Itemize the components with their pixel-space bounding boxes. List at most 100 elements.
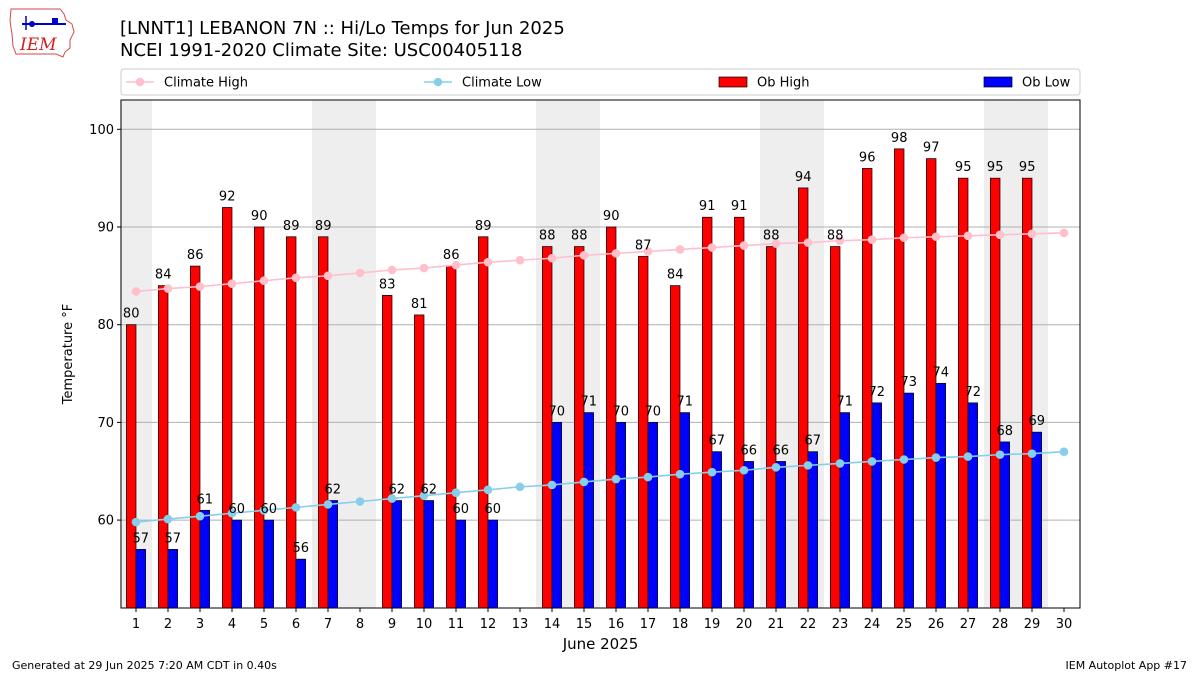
climate-low-point xyxy=(419,491,429,500)
ob-low-bar xyxy=(199,509,210,609)
climate-low-point xyxy=(611,474,621,484)
x-tick-label: 1 xyxy=(132,617,140,632)
x-tick-label: 6 xyxy=(292,617,300,632)
ob-low-label: 62 xyxy=(325,483,342,498)
ob-low-label: 61 xyxy=(197,492,214,507)
climate-high-point xyxy=(675,245,685,254)
legend-climate-low-marker xyxy=(433,77,443,87)
ob-high-bar xyxy=(446,265,457,609)
ob-high-label: 92 xyxy=(219,189,236,204)
ob-low-bar xyxy=(1031,431,1042,609)
ob-low-label: 74 xyxy=(933,365,950,380)
ob-high-bar xyxy=(190,265,201,609)
x-tick-label: 20 xyxy=(736,617,753,632)
ob-low-bar xyxy=(327,500,338,609)
x-tick-label: 17 xyxy=(640,617,657,632)
ob-low-label: 72 xyxy=(869,385,886,400)
x-tick-label: 14 xyxy=(544,617,561,632)
ob-high-bar xyxy=(830,246,841,609)
x-tick-label: 2 xyxy=(164,617,172,632)
ob-low-bar xyxy=(231,519,242,609)
ob-low-label: 69 xyxy=(1029,414,1046,429)
x-tick-label: 9 xyxy=(388,617,396,632)
climate-high-point xyxy=(995,230,1005,240)
x-tick-label: 28 xyxy=(992,617,1009,632)
ob-high-label: 88 xyxy=(571,229,588,244)
climate-low-point xyxy=(579,477,589,487)
ob-high-label: 88 xyxy=(763,229,780,244)
ob-high-bar xyxy=(382,295,393,609)
climate-high-point xyxy=(259,276,269,286)
climate-low-point xyxy=(195,511,205,521)
legend-ob-high-label: Ob High xyxy=(757,76,810,91)
x-tick-label: 29 xyxy=(1024,617,1041,632)
climate-high-point xyxy=(195,282,205,291)
ob-high-bar xyxy=(766,246,777,609)
climate-high-point xyxy=(899,233,909,243)
ob-high-bar xyxy=(670,285,681,609)
x-tick-label: 18 xyxy=(672,617,689,632)
ob-low-label: 67 xyxy=(805,434,822,449)
x-tick-label: 26 xyxy=(928,617,945,632)
x-tick-label: 19 xyxy=(704,617,721,632)
climate-high-point xyxy=(611,249,621,258)
climate-low-point xyxy=(803,461,813,470)
y-tick-label: 90 xyxy=(97,221,114,236)
ob-low-bar xyxy=(263,519,274,609)
ob-low-label: 71 xyxy=(581,395,598,410)
climate-low-point xyxy=(995,450,1005,459)
ob-low-bar xyxy=(935,382,946,609)
ob-low-label: 66 xyxy=(773,443,790,458)
ob-low-bar xyxy=(551,422,562,609)
climate-high-point xyxy=(451,260,461,270)
climate-high-point xyxy=(643,247,653,256)
ob-high-label: 91 xyxy=(731,199,748,214)
x-tick-label: 8 xyxy=(356,617,364,632)
ob-low-bar xyxy=(391,500,402,609)
ob-high-bar xyxy=(158,285,169,609)
ob-low-bar xyxy=(455,519,466,609)
iem-logo: IEM xyxy=(8,6,80,58)
climate-high-line xyxy=(135,232,1065,293)
ob-high-bar xyxy=(1022,177,1033,609)
ob-low-bar xyxy=(743,461,754,609)
ob-low-bar xyxy=(647,422,658,609)
ob-low-label: 60 xyxy=(229,502,246,517)
climate-low-point xyxy=(259,506,269,515)
climate-low-point xyxy=(291,503,301,512)
ob-high-label: 87 xyxy=(635,238,652,253)
ob-high-label: 95 xyxy=(955,160,972,175)
climate-high-point xyxy=(771,239,781,248)
ob-low-bar xyxy=(423,500,434,609)
ob-low-label: 70 xyxy=(645,404,662,419)
climate-low-point xyxy=(867,457,877,466)
ob-low-label: 73 xyxy=(901,375,918,390)
climate-high-point xyxy=(323,271,333,281)
climate-high-point xyxy=(419,263,429,273)
ob-low-bar xyxy=(967,402,978,609)
ob-low-bar xyxy=(295,558,306,609)
x-tick-label: 10 xyxy=(416,617,433,632)
ob-low-label: 71 xyxy=(837,395,854,410)
climate-low-point xyxy=(483,485,493,495)
x-tick-label: 23 xyxy=(832,617,849,632)
climate-high-point xyxy=(131,287,141,296)
ob-high-label: 91 xyxy=(699,199,716,214)
climate-high-point xyxy=(835,236,845,245)
x-tick-label: 4 xyxy=(228,617,236,632)
climate-high-point xyxy=(739,241,749,250)
climate-high-point xyxy=(867,235,877,244)
logo-text: IEM xyxy=(19,35,57,55)
ob-high-label: 86 xyxy=(443,248,460,263)
climate-high-point xyxy=(707,243,717,252)
x-tick-label: 24 xyxy=(864,617,881,632)
climate-low-point xyxy=(131,517,141,527)
ob-high-bar xyxy=(734,216,745,609)
ob-high-bar xyxy=(318,236,329,609)
ob-high-bar xyxy=(414,314,425,609)
ob-high-bar xyxy=(126,324,137,609)
ob-low-bar xyxy=(487,519,498,609)
ob-low-label: 70 xyxy=(613,404,630,419)
legend-ob-low-label: Ob Low xyxy=(1022,76,1071,91)
y-axis-label: Temperature °F xyxy=(61,304,76,405)
